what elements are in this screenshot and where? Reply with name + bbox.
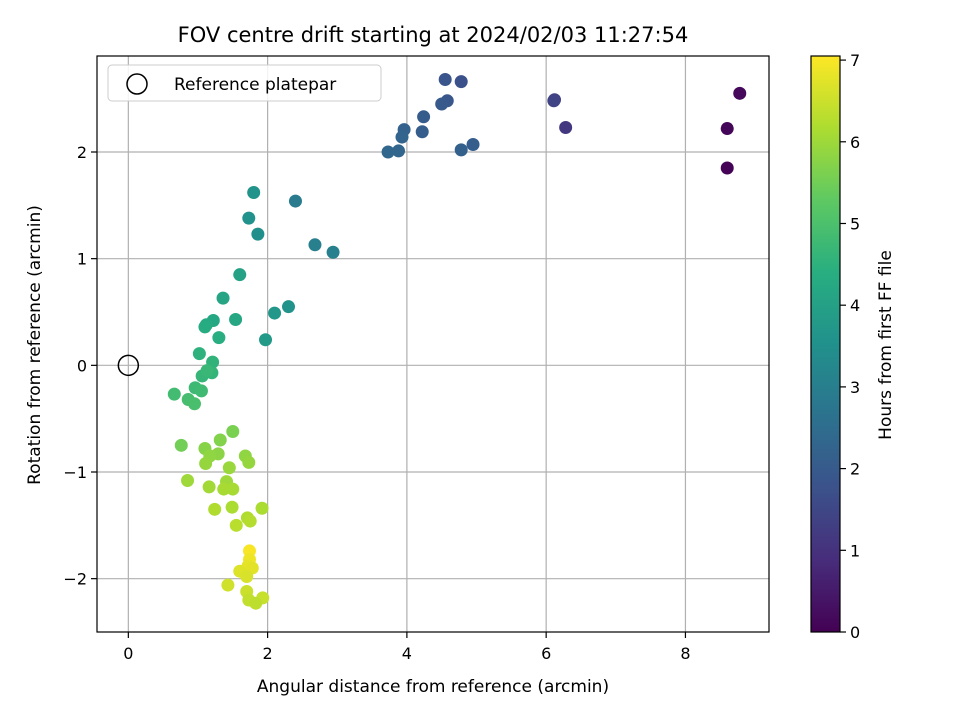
data-point <box>181 474 195 488</box>
data-point <box>229 312 243 326</box>
colorbar-tick-label: 4 <box>850 296 860 315</box>
x-tick-label: 8 <box>680 644 690 663</box>
data-point <box>240 570 254 584</box>
y-axis-ticks: −2 −1 0 1 2 <box>63 143 97 589</box>
data-point <box>212 331 226 345</box>
x-tick-label: 4 <box>402 644 412 663</box>
data-point <box>216 291 230 305</box>
data-point <box>229 518 243 532</box>
data-point <box>288 194 302 208</box>
colorbar-tick-label: 1 <box>850 541 860 560</box>
data-point <box>415 125 429 139</box>
x-tick-label: 6 <box>541 644 551 663</box>
data-point <box>417 110 431 124</box>
data-point <box>308 238 322 252</box>
data-point <box>187 397 201 411</box>
data-point <box>720 122 734 136</box>
colorbar-gradient <box>810 55 841 633</box>
reference-platepar-marker <box>117 354 140 377</box>
data-point <box>438 72 452 86</box>
colorbar: 0 1 2 3 4 5 6 7 Hours from first FF file <box>810 51 896 642</box>
data-point <box>226 424 240 438</box>
data-point <box>392 144 406 158</box>
data-point <box>222 461 236 475</box>
data-point <box>381 145 395 159</box>
data-point <box>217 482 231 496</box>
y-axis-title: Rotation from reference (arcmin) <box>25 205 45 485</box>
y-tick-label: −2 <box>63 570 87 589</box>
data-point <box>249 596 263 610</box>
legend-label-reference-platepar: Reference platepar <box>174 75 336 95</box>
data-point <box>326 245 340 259</box>
colorbar-tick-label: 3 <box>850 378 860 397</box>
colorbar-tick-label: 5 <box>850 214 860 233</box>
data-point <box>559 120 573 134</box>
chart-title: FOV centre drift starting at 2024/02/03 … <box>178 23 689 47</box>
data-point <box>259 333 273 347</box>
data-point <box>198 320 212 334</box>
data-points <box>167 72 747 610</box>
data-point <box>213 433 227 447</box>
colorbar-tick-label: 7 <box>850 51 860 70</box>
data-point <box>233 268 247 282</box>
data-point <box>395 130 409 144</box>
data-point <box>226 482 240 496</box>
legend: Reference platepar <box>107 64 382 102</box>
data-point <box>242 455 256 469</box>
colorbar-ticks: 0 1 2 3 4 5 6 7 <box>840 51 860 642</box>
data-point <box>435 97 449 111</box>
data-point <box>194 384 208 398</box>
data-point <box>200 364 214 378</box>
grid-lines <box>97 56 769 632</box>
data-point <box>268 306 282 320</box>
data-point <box>225 500 239 514</box>
data-point <box>251 227 265 241</box>
x-tick-label: 0 <box>123 644 133 663</box>
data-point <box>547 94 561 108</box>
data-point <box>466 138 480 152</box>
legend-marker-open-circle <box>126 73 148 95</box>
colorbar-label: Hours from first FF file <box>876 250 896 440</box>
data-point <box>720 161 734 175</box>
data-point <box>243 514 257 528</box>
colorbar-tick-label: 6 <box>850 133 860 152</box>
reference-point-layer <box>117 354 140 377</box>
y-tick-label: 2 <box>77 143 87 162</box>
x-axis-ticks: 0 2 4 6 8 <box>123 632 691 663</box>
x-axis-title: Angular distance from reference (arcmin) <box>257 677 609 697</box>
colorbar-tick-label: 2 <box>850 460 860 479</box>
legend-box <box>107 64 382 102</box>
data-point <box>255 501 269 515</box>
data-point <box>167 387 181 401</box>
data-point <box>174 438 188 452</box>
data-point <box>242 211 256 225</box>
x-tick-label: 2 <box>263 644 273 663</box>
data-point <box>247 186 261 200</box>
data-point <box>199 456 213 470</box>
data-point <box>454 143 468 157</box>
colorbar-tick-label: 0 <box>850 623 860 642</box>
y-tick-label: 0 <box>77 356 87 375</box>
plot-frame <box>96 55 770 633</box>
data-point <box>208 502 222 516</box>
data-point <box>454 75 468 89</box>
data-point <box>192 347 206 361</box>
data-point <box>282 300 296 314</box>
y-tick-label: −1 <box>63 463 87 482</box>
data-point <box>733 86 747 100</box>
data-point <box>202 480 216 494</box>
data-point <box>221 578 235 592</box>
y-tick-label: 1 <box>77 250 87 269</box>
